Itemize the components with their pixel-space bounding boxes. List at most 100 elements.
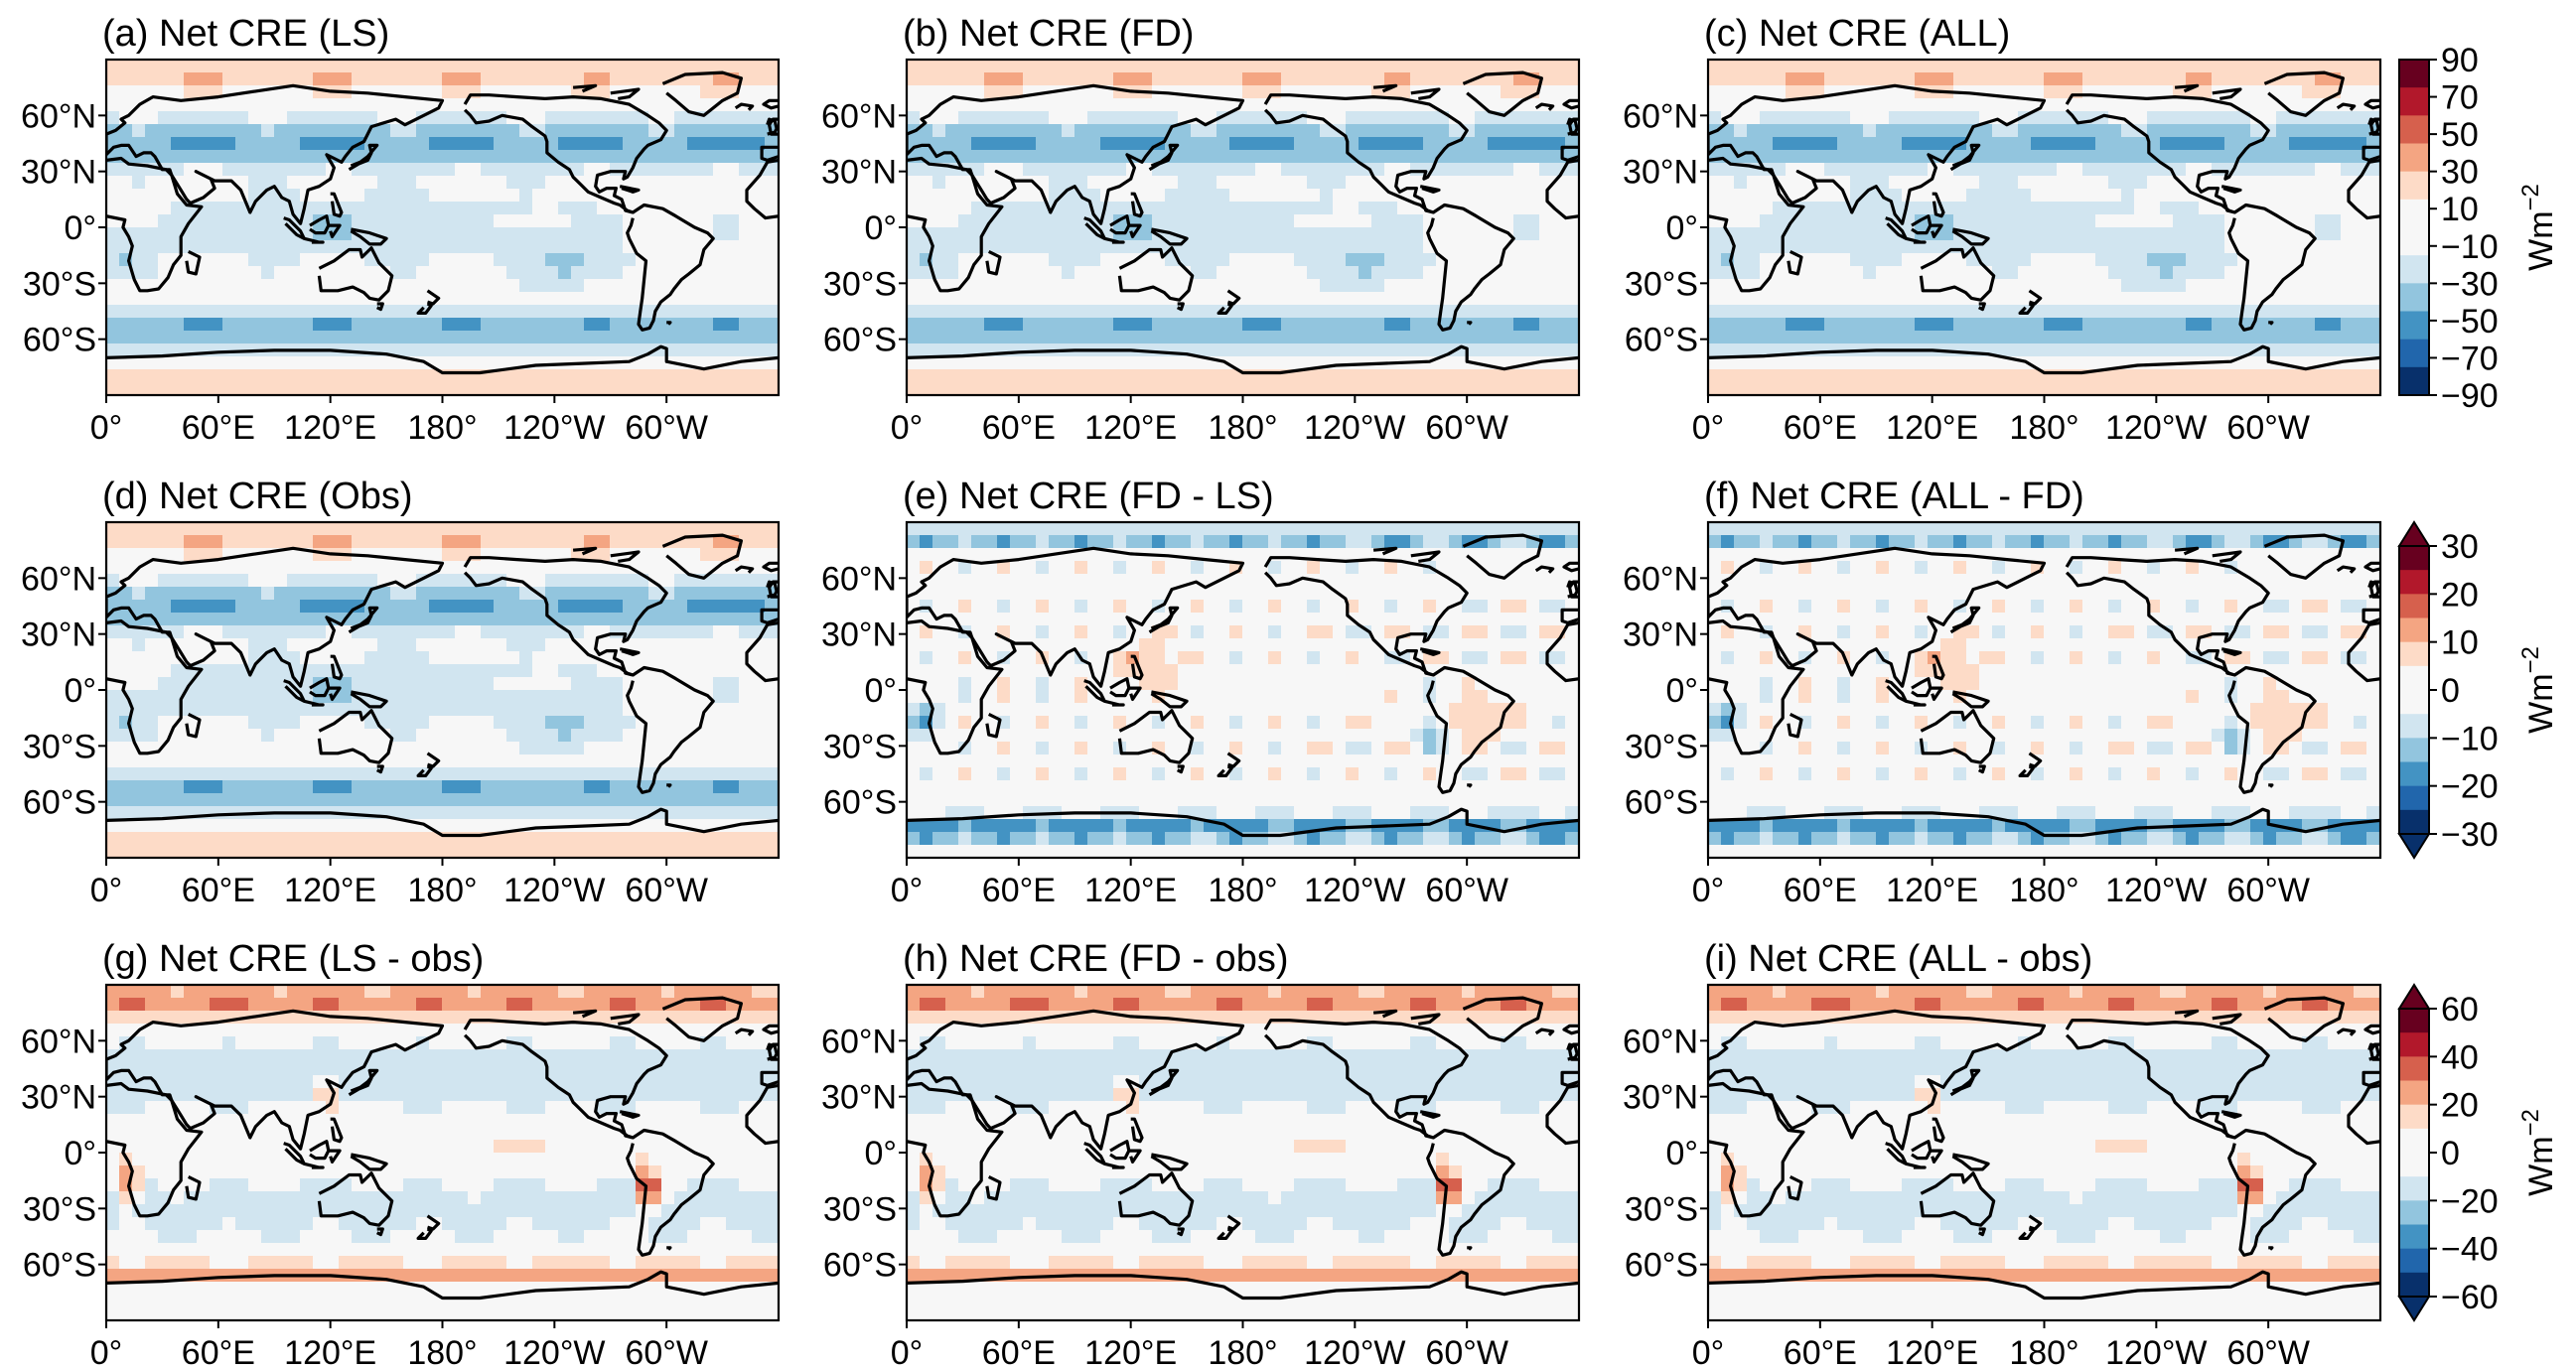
lon-tick-label: 120°E (1084, 872, 1177, 909)
colorbar-unit-label: Wm−2 (2517, 1109, 2560, 1196)
lon-tick-label: 120°E (284, 409, 376, 447)
lat-tick-label: 60°S (1625, 784, 1698, 822)
colorbar-tick-label: −70 (2441, 340, 2499, 377)
lat-tick-label: 30°N (1623, 154, 1698, 192)
lat-tick-label: 60°S (23, 784, 96, 822)
lat-tick-label: 60°S (23, 1247, 96, 1285)
panel-title-c: (c) Net CRE (ALL) (1704, 13, 2010, 55)
lat-tick-label: 60°N (21, 97, 96, 135)
lon-tick-label: 60°E (182, 1334, 255, 1370)
lon-tick-label: 120°E (1886, 409, 1978, 447)
lat-tick-label: 30°S (823, 1190, 897, 1228)
colorbar-tick-label: −50 (2441, 303, 2499, 341)
lon-tick-label: 180° (2009, 409, 2078, 447)
map-panel-b: (b) Net CRE (FD) 60°N 30°N 0° 30°S 60°S 0° 60°E… (821, 13, 1581, 447)
lon-tick-label: 120°E (284, 872, 376, 909)
lat-tick-label: 60°N (21, 560, 96, 598)
colorbar-tick-label: −10 (2441, 720, 2499, 757)
colorbar-tick-label: −30 (2441, 265, 2499, 303)
coastlines-c (1708, 70, 2380, 375)
coastlines-d (106, 533, 779, 838)
lat-tick-label: 60°S (823, 784, 897, 822)
colorbar-tick-label: 50 (2441, 116, 2479, 154)
coastlines-b (907, 70, 1579, 375)
lat-tick-label: 30°N (821, 1079, 897, 1117)
lon-tick-label: 120°W (2105, 1334, 2207, 1370)
panel-title-f: (f) Net CRE (ALL - FD) (1704, 476, 2084, 517)
colorbar-tick-label: −90 (2441, 377, 2499, 415)
map-panel-g: (g) Net CRE (LS - obs) 60°N 30°N 0° 30°S 60°S… (21, 938, 781, 1370)
colorbar-tick-label: 0 (2441, 672, 2460, 710)
lon-tick-label: 60°E (182, 872, 255, 909)
lon-tick-label: 0° (1692, 1334, 1725, 1370)
lat-tick-label: 60°S (823, 322, 897, 359)
field-g (106, 985, 779, 1320)
lat-tick-label: 30°S (23, 1190, 96, 1228)
lat-tick-label: 30°N (1623, 616, 1698, 654)
colorbar-tick-label: 60 (2441, 991, 2479, 1028)
lat-tick-label: 60°N (821, 97, 897, 135)
panel-title-a: (a) Net CRE (LS) (102, 13, 389, 55)
lat-tick-label: 0° (864, 1135, 897, 1172)
coastlines-i (1708, 996, 2380, 1301)
colorbar-tick-label: 30 (2441, 154, 2479, 192)
lon-tick-label: 60°E (1784, 1334, 1857, 1370)
lon-tick-label: 120°E (1886, 872, 1978, 909)
field-d (106, 522, 779, 858)
lon-tick-label: 0° (891, 872, 924, 909)
panel-title-i: (i) Net CRE (ALL - obs) (1704, 938, 2092, 980)
panel-title-e: (e) Net CRE (FD - LS) (903, 476, 1274, 517)
colorbar-tick-label: −60 (2441, 1279, 2499, 1316)
colorbar-row-2: 60 40 20 0 −20 −40 −60 Wm−2 (2397, 983, 2560, 1322)
coastlines-f (1708, 533, 2380, 838)
colorbar-extend-max (2397, 520, 2431, 547)
panels-layer: (a) Net CRE (LS) 60°N 30°N 0° 30°S 60°S 0° 60°E… (21, 13, 2382, 1370)
colorbar-tick-label: 40 (2441, 1038, 2479, 1076)
panel-title-b: (b) Net CRE (FD) (903, 13, 1194, 55)
lat-tick-label: 60°S (823, 1247, 897, 1285)
lat-tick-label: 30°S (23, 265, 96, 303)
lon-tick-label: 120°W (503, 409, 605, 447)
colorbar-tick-label: 20 (2441, 1087, 2479, 1125)
lon-tick-label: 0° (891, 409, 924, 447)
map-panel-c: (c) Net CRE (ALL) 60°N 30°N 0° 30°S 60°S 0° 60°… (1623, 13, 2382, 447)
lat-tick-label: 0° (1665, 1135, 1698, 1172)
lat-tick-label: 0° (64, 672, 96, 710)
lon-tick-label: 180° (407, 1334, 477, 1370)
lon-tick-label: 0° (891, 1334, 924, 1370)
lon-tick-label: 180° (2009, 1334, 2078, 1370)
coastlines-h (907, 996, 1579, 1301)
lon-tick-label: 60°W (2226, 409, 2310, 447)
colorbar-tick-label: 10 (2441, 624, 2479, 662)
coastlines-a (106, 70, 779, 375)
lon-tick-label: 0° (90, 409, 123, 447)
lon-tick-label: 60°E (982, 1334, 1056, 1370)
colorbar-tick-label: 10 (2441, 191, 2479, 228)
lon-tick-label: 120°W (1304, 872, 1405, 909)
map-panel-i: (i) Net CRE (ALL - obs) 60°N 30°N 0° 30°S 60°… (1623, 938, 2382, 1370)
colorbar-tick-label: 90 (2441, 42, 2479, 79)
colorbar-tick-label: 70 (2441, 79, 2479, 117)
lon-tick-label: 60°W (1425, 1334, 1508, 1370)
lat-tick-label: 60°N (1623, 97, 1698, 135)
lat-tick-label: 30°N (21, 616, 96, 654)
colorbar-tick-label: −20 (2441, 768, 2499, 806)
colorbar-tick-label: −20 (2441, 1182, 2499, 1220)
lat-tick-label: 30°S (823, 728, 897, 765)
lat-tick-label: 60°S (23, 322, 96, 359)
lon-tick-label: 60°E (982, 409, 1056, 447)
colorbar-tick-label: 0 (2441, 1135, 2460, 1172)
colorbar-frame (2398, 59, 2430, 396)
lon-tick-label: 60°W (1425, 409, 1508, 447)
lat-tick-label: 30°N (21, 1079, 96, 1117)
lon-tick-label: 60°E (1784, 872, 1857, 909)
lon-tick-label: 120°E (1886, 1334, 1978, 1370)
lon-tick-label: 120°W (2105, 409, 2207, 447)
lat-tick-label: 30°N (21, 154, 96, 192)
map-panel-f: (f) Net CRE (ALL - FD) 60°N 30°N 0° 30°S 60°S… (1623, 476, 2382, 909)
lat-tick-label: 30°S (1625, 728, 1698, 765)
field-c (1708, 60, 2380, 395)
lat-tick-label: 0° (1665, 209, 1698, 247)
lat-tick-label: 0° (1665, 672, 1698, 710)
